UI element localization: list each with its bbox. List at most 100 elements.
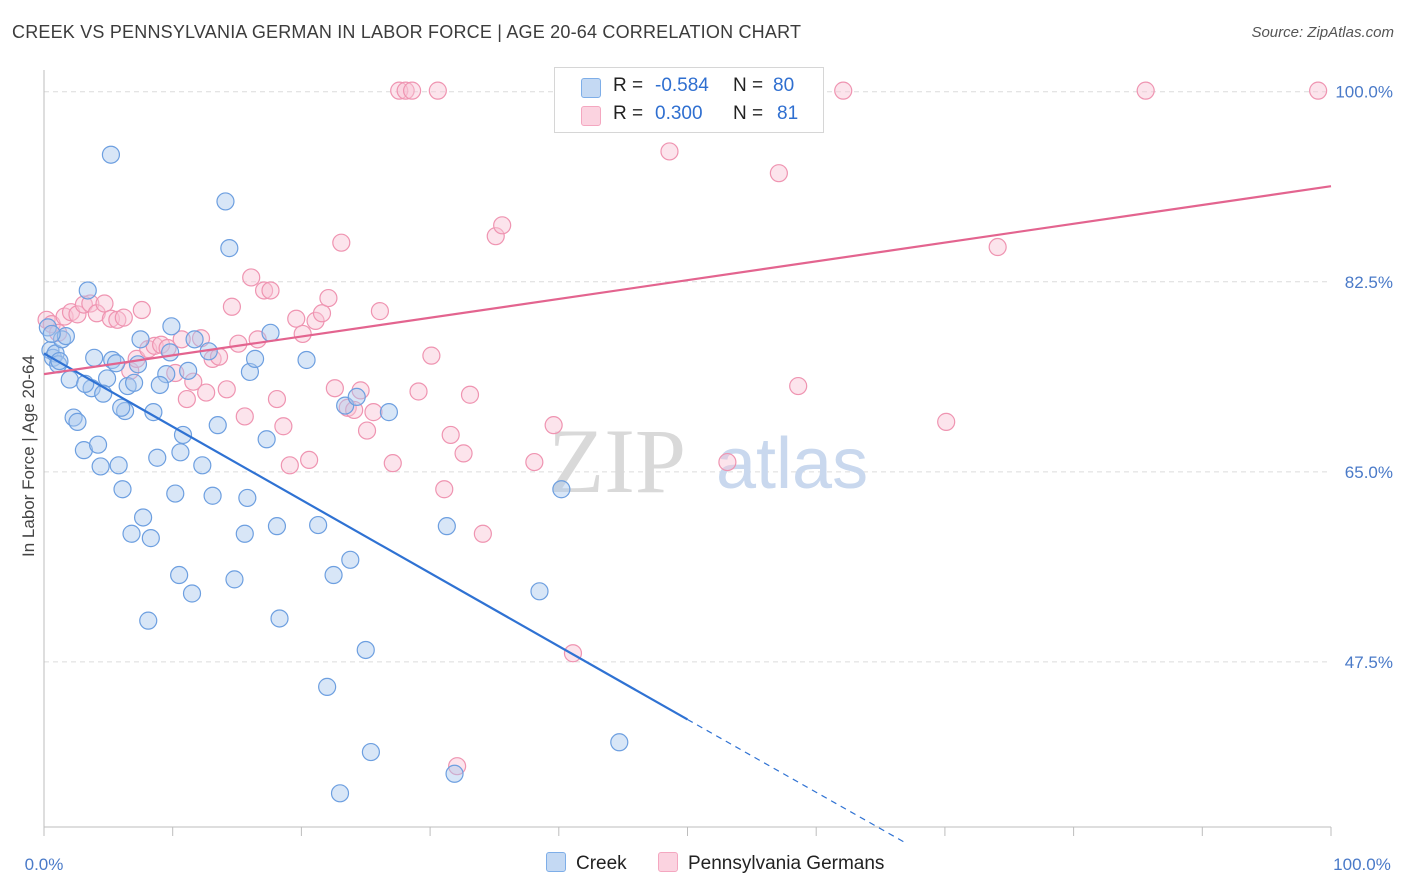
creek-legend-swatch [546, 852, 566, 872]
pa-point [402, 81, 422, 100]
pa-point [422, 346, 441, 365]
pa-point [493, 216, 512, 235]
creek-point [179, 361, 198, 380]
creek-point [220, 239, 239, 258]
creek-point [318, 677, 337, 696]
creek-point [122, 524, 141, 543]
creek-point [203, 486, 222, 505]
creek-point [162, 317, 181, 336]
pa-point [428, 81, 447, 100]
y-axis-title: In Labor Force | Age 20-64 [19, 355, 38, 557]
pa-point [486, 227, 505, 246]
stats-legend: R = -0.584 N = 80 R = 0.300 N = 81 [554, 67, 824, 133]
creek-point [356, 640, 375, 660]
pa-point [544, 416, 563, 435]
pa-point [460, 385, 480, 404]
creek-point [56, 326, 75, 346]
pa-point [357, 421, 377, 440]
pa-point [274, 417, 293, 436]
pa-point [68, 305, 87, 324]
pa-point [172, 330, 191, 349]
source-credit: Source: ZipAtlas.com [1251, 24, 1394, 41]
x-tick-labels: 0.0% 100.0% [25, 855, 1391, 874]
creek-point [109, 456, 128, 475]
pa-point [267, 389, 287, 409]
pa-point [306, 311, 325, 330]
pa-point [473, 524, 492, 543]
creek-point [161, 343, 180, 362]
creek-trend-extension [687, 718, 907, 844]
creek-point [97, 369, 117, 388]
creek-legend-label: Creek [576, 853, 627, 874]
pa-point [261, 281, 280, 300]
creek-point [101, 145, 121, 164]
x-tick-label: 0.0% [25, 855, 64, 874]
pa-point [235, 407, 254, 426]
legend-n-label: N = [733, 75, 764, 96]
creek-point [530, 582, 549, 601]
pa-point [312, 304, 332, 323]
creek-point [552, 480, 571, 499]
creek-point [238, 488, 257, 508]
creek-point [150, 375, 169, 395]
creek-point [128, 355, 148, 374]
pa-point [74, 295, 93, 314]
pa-point [435, 480, 454, 499]
pa-point [454, 444, 473, 463]
watermark-atlas: atlas [716, 424, 868, 504]
pa-point [87, 304, 106, 323]
creek-point [437, 517, 456, 536]
creek-swatch [581, 78, 601, 98]
pa-trend-line [43, 185, 1332, 376]
creek-point [379, 403, 399, 422]
creek-point [225, 570, 244, 589]
legend-r-value: 0.300 [655, 103, 703, 124]
y-tick-label: 47.5% [1345, 653, 1393, 672]
pa-legend-label: Pennsylvania Germans [688, 853, 885, 874]
creek-point [330, 784, 350, 803]
creek-point [141, 529, 160, 548]
axes [43, 70, 1332, 836]
creek-point [245, 349, 265, 368]
pa-point [287, 309, 306, 328]
creek-points [38, 145, 629, 803]
pa-point [390, 81, 409, 100]
creek-point [74, 441, 93, 460]
creek-point [324, 565, 343, 585]
x-tick-label: 100.0% [1333, 855, 1391, 874]
creek-point [133, 508, 153, 527]
pa-point [132, 300, 151, 320]
pa-point [769, 164, 788, 183]
y-tick-label: 100.0% [1335, 83, 1393, 102]
pa-point [660, 142, 679, 161]
bottom-legend-pa: Pennsylvania Germans [658, 852, 884, 875]
pa-point [254, 281, 274, 300]
creek-point [341, 550, 360, 569]
creek-point [131, 330, 150, 349]
legend-n-label: N = [733, 103, 764, 124]
pa-point [95, 294, 114, 313]
pa-point [242, 268, 261, 287]
creek-point [235, 524, 254, 543]
creek-point [78, 281, 97, 300]
pa-swatch [581, 106, 601, 126]
pa-point [396, 81, 415, 100]
pa-point [332, 233, 351, 252]
pa-legend-swatch [658, 852, 678, 872]
creek-point [309, 515, 328, 535]
creek-point [148, 448, 167, 467]
creek-point [193, 456, 212, 475]
creek-point [85, 348, 104, 367]
pa-point [364, 403, 383, 422]
creek-point [182, 584, 202, 603]
creek-point [185, 330, 204, 349]
y-tick-label: 65.0% [1345, 463, 1393, 482]
pa-point [1136, 81, 1155, 100]
legend-n-value: 80 [773, 75, 795, 96]
creek-point [208, 416, 227, 435]
pa-point [101, 309, 121, 328]
pa-point [370, 302, 390, 321]
pa-point [988, 237, 1007, 257]
creek-point [68, 412, 87, 431]
